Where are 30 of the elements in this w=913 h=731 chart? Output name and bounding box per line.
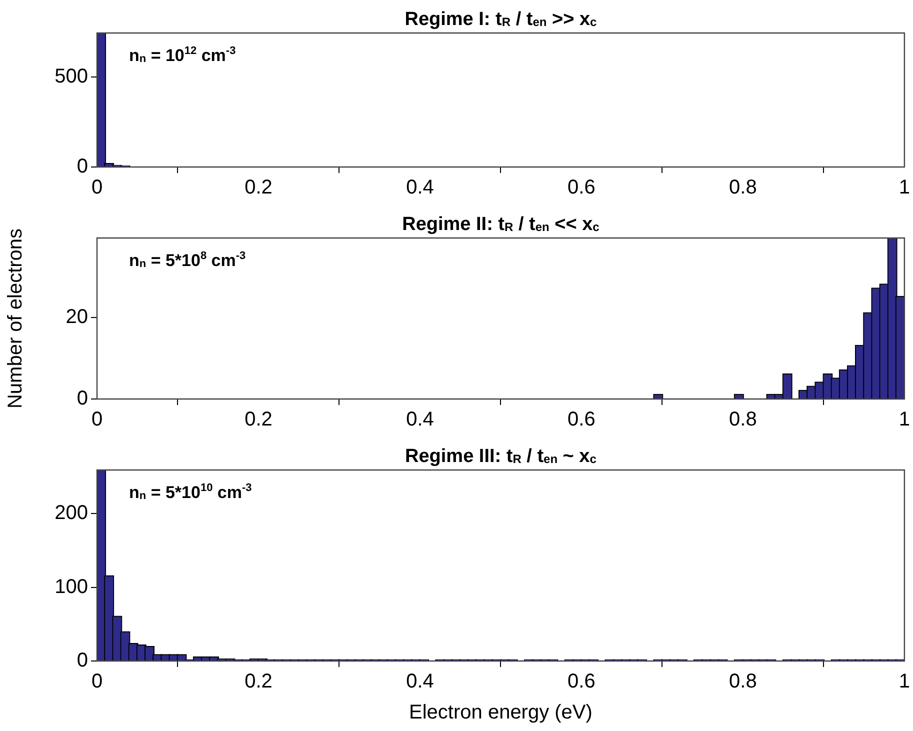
y-tick-label: 0 [76,388,88,410]
x-tick-label: 0.2 [244,176,272,199]
x-tick-label: 1 [898,176,910,199]
y-tick-label: 20 [66,306,88,328]
x-tick-label: 0.4 [406,176,434,199]
y-axis-title: Number of electrons [4,228,27,409]
x-tick-label: 0.8 [729,670,757,693]
x-tick-label: 0 [91,670,103,693]
y-tick-label: 0 [76,156,88,178]
x-tick-label: 1 [898,670,910,693]
x-tick-label: 0.4 [406,670,434,693]
chart-title: Regime I: tR / ten >> xc [404,9,598,30]
x-tick-label: 0.8 [729,408,757,431]
y-tick-label: 0 [76,650,88,672]
x-tick-label: 0.4 [406,408,434,431]
x-tick-label: 0.6 [568,670,596,693]
x-tick-label: 0.2 [244,670,272,693]
x-tick-label: 0.8 [729,176,757,199]
x-axis-title: Electron energy (eV) [409,702,592,724]
y-tick-label: 200 [54,502,88,524]
y-tick-label: 100 [54,576,88,598]
x-tick-label: 0.2 [244,408,272,431]
x-tick-label: 0 [91,408,103,431]
x-tick-label: 1 [898,408,910,431]
x-tick-label: 0.6 [568,176,596,199]
chart-title: Regime III: tR / ten ~ xc [405,446,597,467]
x-tick-label: 0.6 [568,408,596,431]
chart-title: Regime II: tR / ten << xc [402,214,600,235]
x-tick-label: 0 [91,176,103,199]
y-tick-label: 500 [54,65,88,88]
